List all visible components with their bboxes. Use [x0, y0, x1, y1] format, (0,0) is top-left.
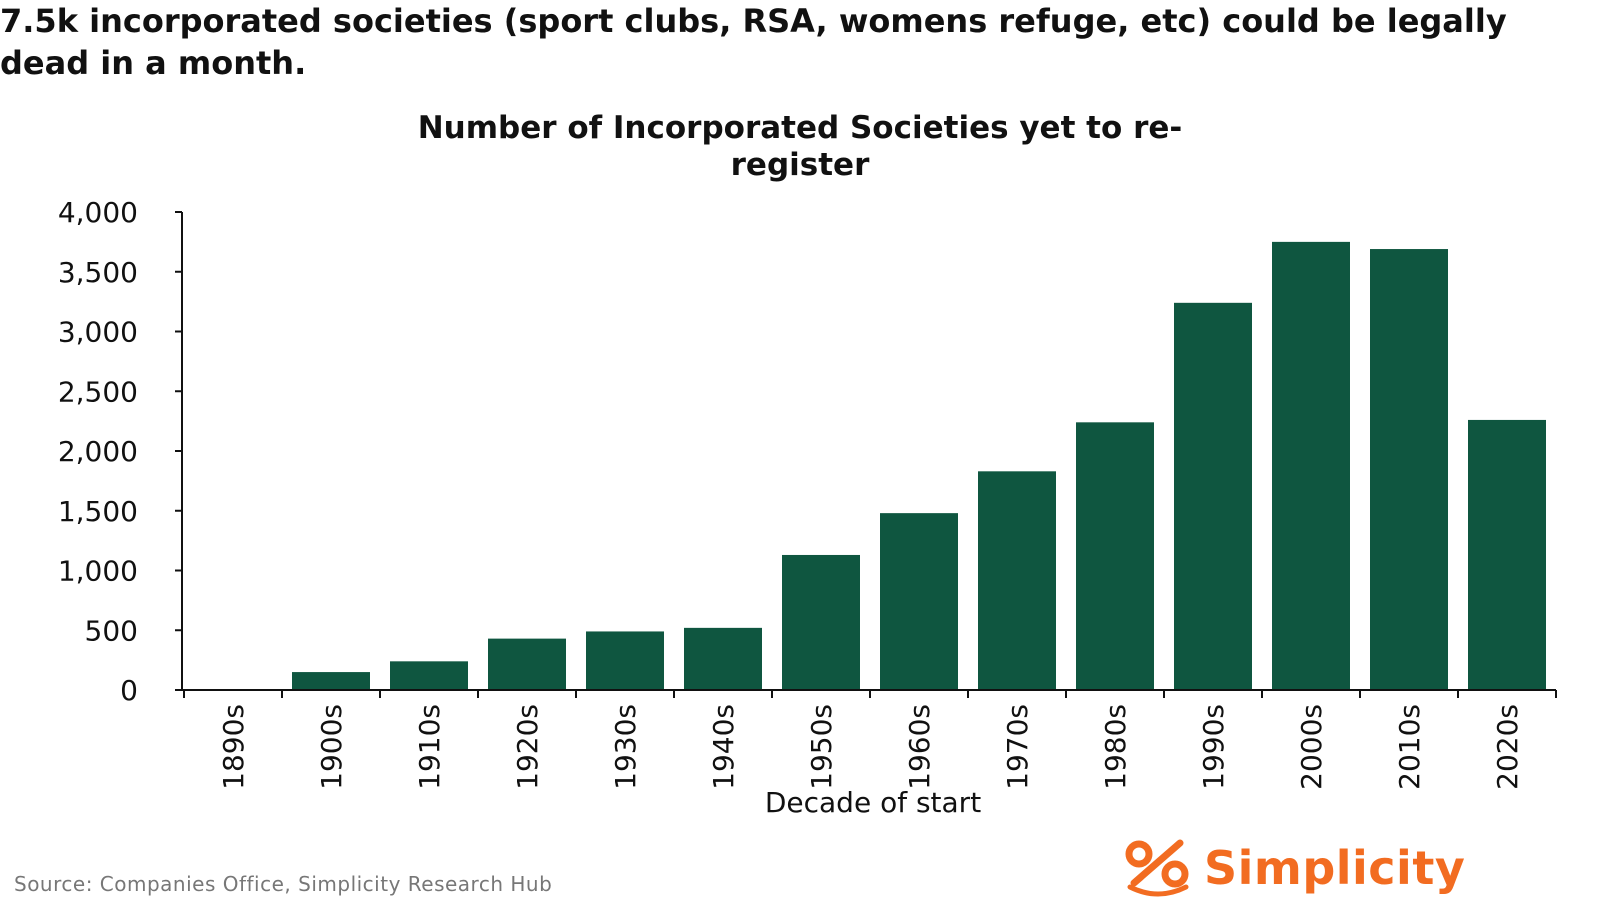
bar-2010s	[1370, 249, 1448, 691]
bar-chart: Number of Incorporated Societies yet to …	[58, 110, 1557, 819]
bar-2000s	[1272, 241, 1350, 690]
chart-title: Number of Incorporated Societies yet to …	[418, 110, 1183, 183]
brand-logo: Simplicity	[1122, 838, 1465, 898]
y-tick-label: 1,000	[58, 555, 138, 588]
chart-title-line: Number of Incorporated Societies yet to …	[418, 110, 1183, 146]
bar-1900s	[292, 672, 370, 690]
bar-1910s	[390, 661, 468, 690]
x-tick-label: 1930s	[609, 704, 642, 790]
y-tick-label: 500	[85, 614, 138, 647]
bar-1930s	[586, 631, 664, 690]
x-tick-label: 1890s	[217, 704, 250, 790]
percent-logo-icon	[1125, 839, 1189, 897]
bar-1980s	[1076, 422, 1154, 690]
chart-title-line: register	[731, 147, 870, 183]
x-tick-label: 1950s	[805, 704, 838, 790]
x-tick-label: 1910s	[413, 704, 446, 790]
x-tick-label: 1900s	[315, 704, 348, 790]
brand-name: Simplicity	[1204, 841, 1466, 895]
y-tick-label: 0	[120, 674, 138, 707]
source-note: Source: Companies Office, Simplicity Res…	[14, 872, 553, 896]
x-tick-label: 2020s	[1491, 704, 1524, 790]
x-axis-label: Decade of start	[765, 786, 981, 819]
headline: 7.5k incorporated societies (sport clubs…	[0, 2, 1507, 82]
bar-1960s	[880, 513, 958, 690]
bar-2020s	[1468, 419, 1546, 690]
bar-1920s	[488, 638, 566, 690]
y-tick-label: 3,000	[58, 316, 138, 349]
y-tick-label: 4,000	[58, 196, 138, 229]
x-tick-label: 1960s	[903, 704, 936, 790]
bars	[292, 241, 1546, 691]
x-tick-label: 2010s	[1393, 704, 1426, 790]
bar-1990s	[1174, 302, 1252, 690]
bar-1950s	[782, 554, 860, 690]
y-tick-label: 2,000	[58, 435, 138, 468]
bar-1970s	[978, 471, 1056, 690]
x-tick-label: 2000s	[1295, 704, 1328, 790]
x-tick-label: 1980s	[1099, 704, 1132, 790]
y-tick-label: 2,500	[58, 375, 138, 408]
y-tick-label: 3,500	[58, 256, 138, 289]
y-tick-label: 1,500	[58, 495, 138, 528]
x-tick-label: 1940s	[707, 704, 740, 790]
x-tick-label: 1990s	[1197, 704, 1230, 790]
y-axis-ticks: 0 500 1,000 1,500 2,000 2,500 3,000 3,500 4,000	[58, 196, 182, 707]
x-tick-label: 1970s	[1001, 704, 1034, 790]
bar-1940s	[684, 627, 762, 690]
x-axis-ticks: 1890s 1900s 1910s 1920s 1930s 1940s 1950s 1960s…	[183, 690, 1557, 790]
x-tick-label: 1920s	[511, 704, 544, 790]
